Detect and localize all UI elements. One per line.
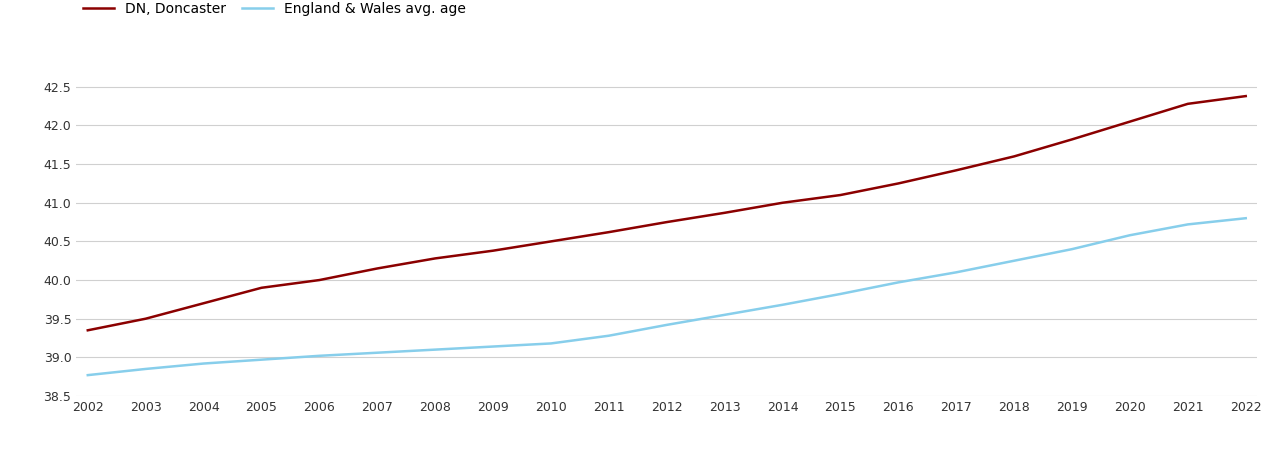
DN, Doncaster	[718, 210, 733, 216]
England & Wales avg. age	[1180, 222, 1195, 227]
Line: DN, Doncaster: DN, Doncaster	[88, 96, 1246, 330]
Legend: DN, Doncaster, England & Wales avg. age: DN, Doncaster, England & Wales avg. age	[83, 2, 466, 16]
DN, Doncaster	[659, 220, 674, 225]
DN, Doncaster	[80, 328, 95, 333]
DN, Doncaster	[949, 167, 964, 173]
DN, Doncaster	[196, 301, 211, 306]
England & Wales avg. age	[890, 280, 906, 285]
DN, Doncaster	[428, 256, 443, 261]
Line: England & Wales avg. age: England & Wales avg. age	[88, 218, 1246, 375]
England & Wales avg. age	[1123, 233, 1138, 238]
England & Wales avg. age	[718, 312, 733, 318]
DN, Doncaster	[1123, 119, 1138, 124]
England & Wales avg. age	[833, 291, 848, 297]
England & Wales avg. age	[1007, 258, 1022, 263]
DN, Doncaster	[1007, 154, 1022, 159]
England & Wales avg. age	[1238, 216, 1253, 221]
DN, Doncaster	[1238, 94, 1253, 99]
DN, Doncaster	[370, 266, 385, 271]
England & Wales avg. age	[775, 302, 790, 307]
England & Wales avg. age	[196, 361, 211, 366]
DN, Doncaster	[601, 230, 616, 235]
DN, Doncaster	[254, 285, 269, 291]
England & Wales avg. age	[601, 333, 616, 338]
DN, Doncaster	[138, 316, 154, 321]
England & Wales avg. age	[311, 353, 326, 359]
England & Wales avg. age	[254, 357, 269, 362]
DN, Doncaster	[1180, 101, 1195, 107]
DN, Doncaster	[890, 181, 906, 186]
England & Wales avg. age	[659, 322, 674, 328]
England & Wales avg. age	[370, 350, 385, 356]
DN, Doncaster	[544, 238, 559, 244]
DN, Doncaster	[311, 277, 326, 283]
DN, Doncaster	[775, 200, 790, 206]
England & Wales avg. age	[544, 341, 559, 346]
England & Wales avg. age	[1064, 247, 1080, 252]
England & Wales avg. age	[485, 344, 500, 349]
DN, Doncaster	[833, 192, 848, 198]
England & Wales avg. age	[138, 366, 154, 372]
England & Wales avg. age	[80, 373, 95, 378]
England & Wales avg. age	[428, 347, 443, 352]
England & Wales avg. age	[949, 270, 964, 275]
DN, Doncaster	[1064, 137, 1080, 142]
DN, Doncaster	[485, 248, 500, 253]
